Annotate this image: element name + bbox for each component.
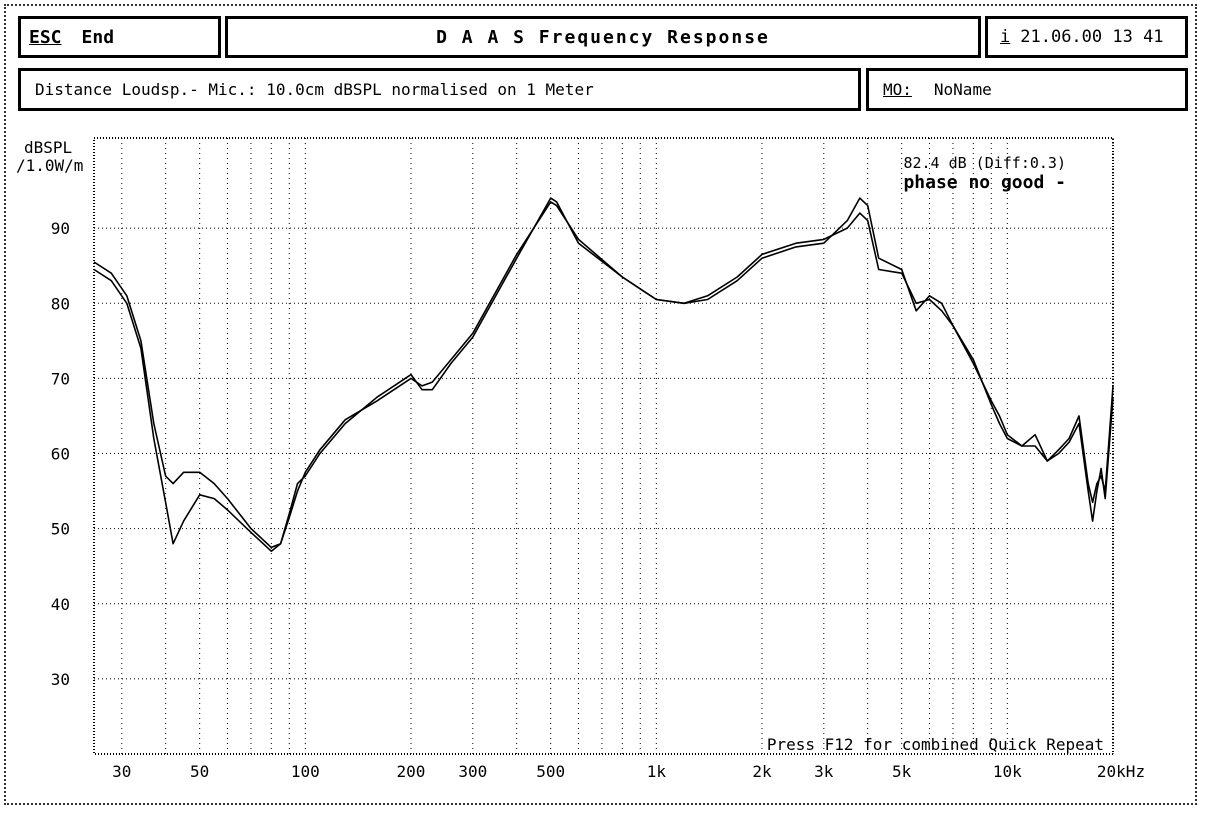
x-tick-label: 20kHz [1097, 762, 1145, 781]
mo-label[interactable]: MO: [883, 80, 912, 99]
y-tick-label: 70 [51, 369, 70, 388]
x-tick-label: 100 [291, 762, 320, 781]
mo-value: NoName [933, 80, 992, 99]
level-readout: 82.4 dB (Diff:0.3) [903, 154, 1066, 172]
x-tick-label: 5k [892, 762, 912, 781]
x-tick-label: 10k [993, 762, 1022, 781]
grid [94, 138, 1114, 754]
x-tick-label: 200 [397, 762, 426, 781]
x-tick-label: 50 [190, 762, 209, 781]
series-line [93, 201, 1114, 549]
y-axis-unit: dBSPL [24, 138, 72, 157]
x-tick-label: 500 [536, 762, 565, 781]
window-frame [4, 4, 1197, 805]
plot-frame [93, 137, 1114, 755]
x-tick-label: 30 [112, 762, 131, 781]
y-tick-label: 80 [51, 294, 70, 313]
title-box: D A A S Frequency Response [225, 16, 981, 58]
y-axis-ref: /1.0W/m [16, 156, 83, 175]
series-group [93, 197, 1114, 553]
footer-hint: Press F12 for combined Quick Repeat [767, 735, 1104, 754]
page-title: D A A S Frequency Response [436, 26, 770, 48]
x-axis: 30 50 100 200 300 500 1k 2k 3k 5k 10k 20kHz [112, 762, 1145, 781]
info-box: i 21.06.00 13 41 [985, 16, 1188, 58]
y-tick-label: 50 [51, 520, 70, 539]
y-tick-label: 30 [51, 670, 70, 689]
mo-box: MO: NoName [866, 68, 1188, 111]
end-label: End [81, 26, 115, 48]
y-tick-label: 90 [51, 219, 70, 238]
x-tick-label: 3k [814, 762, 834, 781]
x-tick-label: 2k [752, 762, 772, 781]
datetime: 21.06.00 13 41 [1020, 27, 1164, 47]
esc-end-box: ESC End [18, 16, 221, 58]
description-box: Distance Loudsp.- Mic.: 10.0cm dBSPL nor… [18, 68, 861, 111]
measurement-description: Distance Loudsp.- Mic.: 10.0cm dBSPL nor… [35, 80, 594, 99]
x-tick-label: 300 [458, 762, 487, 781]
phase-status: phase no good - [903, 172, 1066, 193]
y-axis: dBSPL /1.0W/m 30 40 50 60 70 80 90 [16, 138, 83, 689]
series-line [93, 197, 1114, 553]
esc-button[interactable]: ESC [29, 26, 62, 48]
info-icon[interactable]: i [1000, 27, 1011, 47]
y-tick-label: 40 [51, 595, 70, 614]
y-tick-label: 60 [51, 445, 70, 464]
x-tick-label: 1k [647, 762, 667, 781]
